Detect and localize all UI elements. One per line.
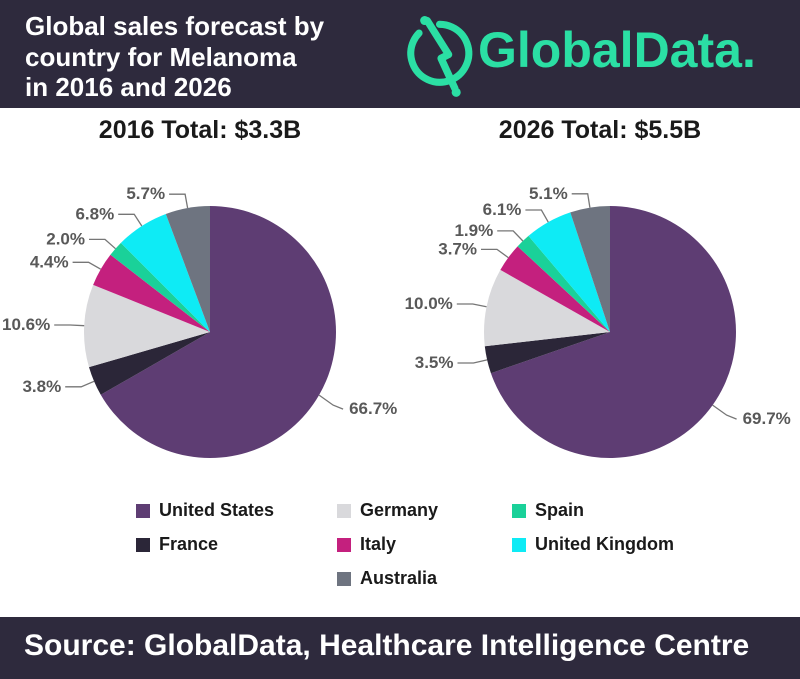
svg-text:3.5%: 3.5% <box>415 353 454 372</box>
svg-text:2.0%: 2.0% <box>46 229 85 248</box>
svg-text:5.1%: 5.1% <box>529 184 568 203</box>
svg-text:3.8%: 3.8% <box>22 377 61 396</box>
svg-text:69.7%: 69.7% <box>743 409 791 428</box>
svg-text:1.9%: 1.9% <box>454 221 493 240</box>
svg-text:4.4%: 4.4% <box>30 252 69 271</box>
svg-text:10.6%: 10.6% <box>2 315 50 334</box>
svg-text:66.7%: 66.7% <box>349 399 397 418</box>
svg-text:6.1%: 6.1% <box>483 200 522 219</box>
svg-text:6.8%: 6.8% <box>75 204 114 223</box>
svg-text:10.0%: 10.0% <box>405 294 453 313</box>
svg-text:3.7%: 3.7% <box>438 239 477 258</box>
svg-text:5.7%: 5.7% <box>126 184 165 203</box>
